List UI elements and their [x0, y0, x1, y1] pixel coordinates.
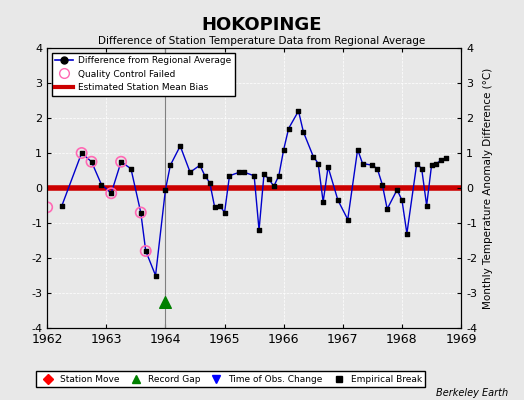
Point: [137, 209, 145, 216]
Point: [58, 202, 66, 209]
Point: [412, 160, 421, 167]
Point: [393, 186, 401, 193]
Point: [107, 190, 115, 196]
Point: [117, 158, 125, 165]
Point: [294, 108, 303, 114]
Text: Berkeley Earth: Berkeley Earth: [436, 388, 508, 398]
Point: [354, 146, 362, 153]
Point: [285, 125, 293, 132]
Point: [418, 166, 426, 172]
Point: [299, 129, 308, 135]
Point: [117, 158, 125, 165]
Point: [43, 204, 51, 210]
Text: HOKOPINGE: HOKOPINGE: [202, 16, 322, 34]
Point: [127, 166, 135, 172]
Y-axis label: Monthly Temperature Anomaly Difference (°C): Monthly Temperature Anomaly Difference (…: [483, 67, 493, 309]
Point: [176, 143, 184, 149]
Point: [334, 197, 342, 204]
Point: [432, 160, 441, 167]
Point: [161, 298, 170, 305]
Point: [201, 172, 209, 179]
Point: [442, 155, 451, 162]
Point: [373, 166, 381, 172]
Legend: Station Move, Record Gap, Time of Obs. Change, Empirical Break: Station Move, Record Gap, Time of Obs. C…: [36, 371, 425, 388]
Point: [221, 209, 229, 216]
Point: [141, 248, 150, 254]
Point: [344, 216, 352, 223]
Point: [403, 230, 411, 237]
Point: [324, 164, 332, 170]
Legend: Difference from Regional Average, Quality Control Failed, Estimated Station Mean: Difference from Regional Average, Qualit…: [52, 52, 235, 96]
Point: [196, 162, 204, 168]
Point: [250, 172, 258, 179]
Point: [88, 158, 96, 165]
Point: [378, 181, 387, 188]
Point: [151, 272, 160, 279]
Point: [211, 204, 219, 210]
Point: [137, 209, 145, 216]
Point: [88, 158, 96, 165]
Point: [107, 190, 115, 196]
Point: [398, 197, 406, 204]
Point: [225, 172, 234, 179]
Point: [279, 146, 288, 153]
Point: [314, 160, 322, 167]
Point: [265, 176, 273, 182]
Point: [78, 150, 86, 156]
Point: [141, 248, 150, 254]
Point: [240, 169, 248, 176]
Point: [78, 150, 86, 156]
Point: [97, 181, 105, 188]
Point: [422, 202, 431, 209]
Text: Difference of Station Temperature Data from Regional Average: Difference of Station Temperature Data f…: [99, 36, 425, 46]
Point: [428, 162, 436, 168]
Point: [275, 172, 283, 179]
Point: [309, 153, 318, 160]
Point: [215, 202, 224, 209]
Point: [358, 160, 367, 167]
Point: [319, 199, 328, 205]
Point: [383, 206, 391, 212]
Point: [255, 227, 263, 233]
Point: [235, 169, 244, 176]
Point: [166, 162, 174, 168]
Point: [260, 171, 268, 177]
Point: [270, 183, 278, 190]
Point: [161, 186, 170, 193]
Point: [205, 180, 214, 186]
Point: [437, 157, 445, 163]
Point: [368, 162, 377, 168]
Point: [186, 169, 194, 176]
